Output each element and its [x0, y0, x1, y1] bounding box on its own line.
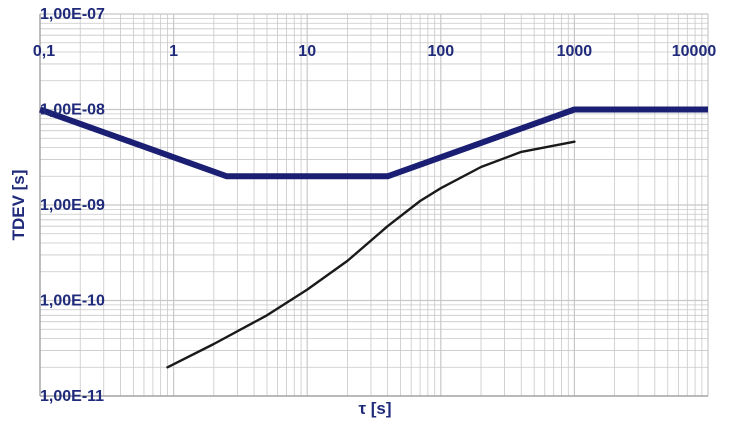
y-axis-label: TDEV [s] [9, 170, 28, 241]
tick-labels: 0,1 1 10 100 1000 10000 1,00E-11 1,00E-10 1,00E-… [33, 6, 716, 405]
x-axis-label: τ [s] [358, 399, 391, 418]
mask-limit-line [38, 106, 708, 180]
x-tick-label: 1 [169, 43, 178, 60]
y-tick-label: 1,00E-07 [40, 6, 105, 23]
x-tick-label: 1000 [557, 43, 593, 60]
x-tick-label: 10000 [672, 43, 717, 60]
x-tick-label: 10 [298, 43, 316, 60]
series [38, 106, 708, 369]
y-tick-label: 1,00E-09 [40, 197, 105, 214]
x-tick-label: 0,1 [33, 43, 55, 60]
x-tick-label: 100 [427, 43, 454, 60]
y-tick-label: 1,00E-11 [40, 388, 104, 405]
measured-tdev-line [166, 140, 576, 369]
y-tick-label: 1,00E-08 [40, 102, 105, 119]
y-tick-label: 1,00E-10 [40, 293, 105, 310]
axes [39, 14, 708, 397]
